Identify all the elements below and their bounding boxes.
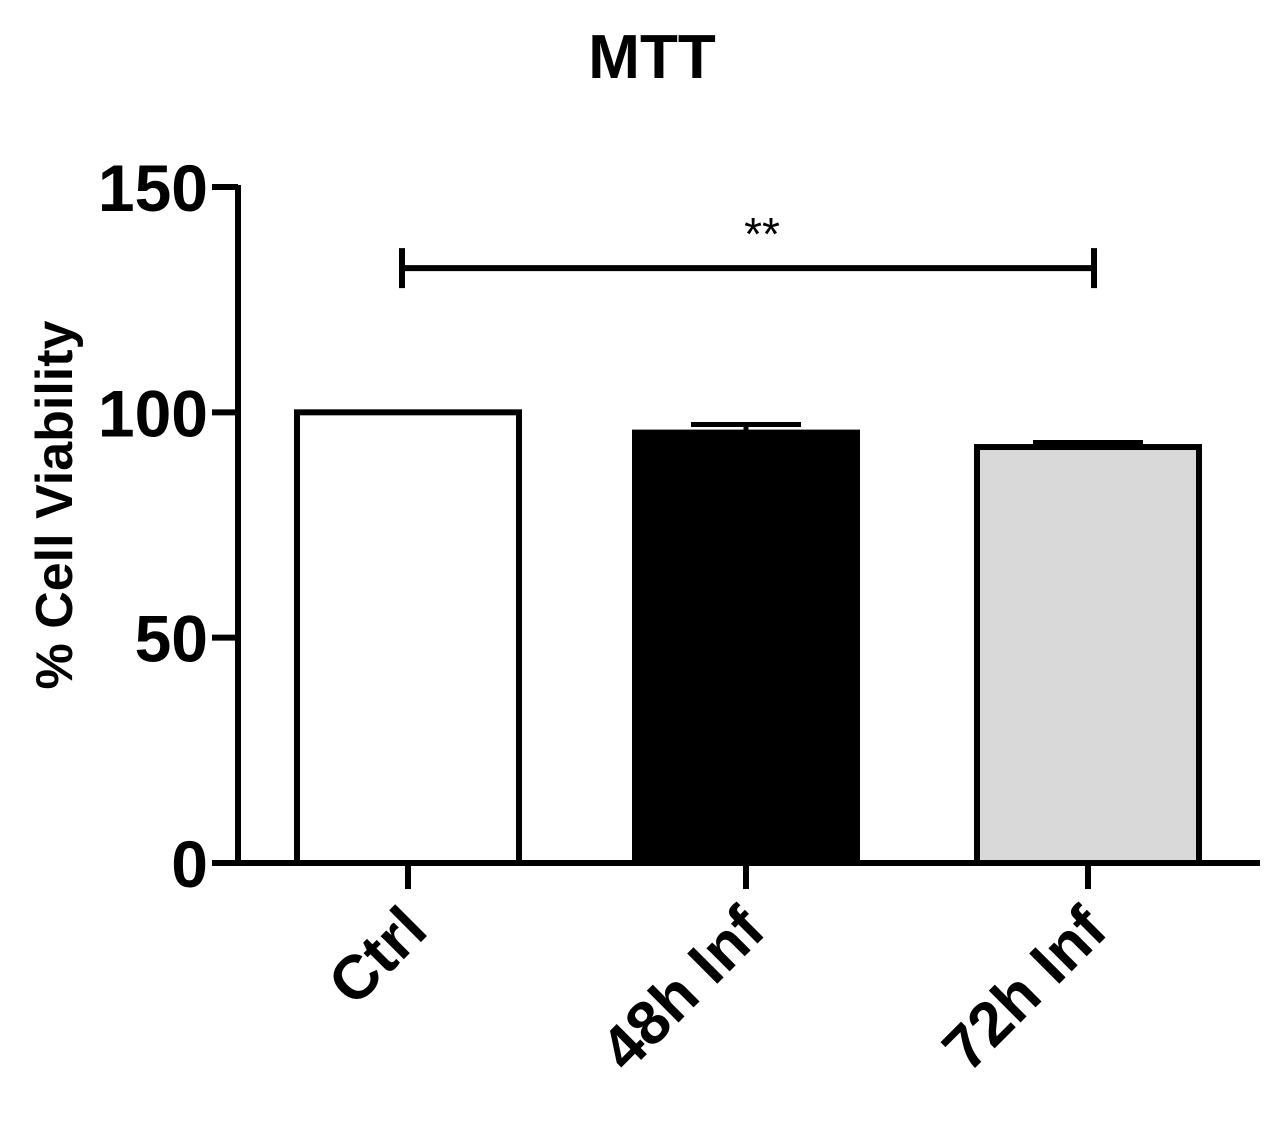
y-tick-label: 50 bbox=[135, 602, 208, 676]
x-tick-label: Ctrl bbox=[316, 894, 440, 1018]
x-tick-label: 72h Inf bbox=[930, 894, 1120, 1084]
y-tick-label: 100 bbox=[98, 376, 208, 450]
significance-annotation: ** bbox=[399, 208, 1097, 289]
bars-group bbox=[294, 409, 1202, 866]
bar-72h-inf bbox=[974, 444, 1202, 866]
y-axis-label: % Cell Viability bbox=[26, 320, 84, 689]
y-axis: 0 50 100 150 bbox=[98, 151, 241, 901]
y-tick-label: 150 bbox=[98, 151, 208, 225]
chart-title: MTT bbox=[588, 23, 716, 92]
significance-label: ** bbox=[744, 208, 780, 260]
bar-ctrl bbox=[294, 409, 522, 866]
bar-48h-inf bbox=[632, 429, 860, 866]
y-tick-label: 0 bbox=[171, 827, 208, 901]
x-axis: Ctrl 48h Inf 72h Inf bbox=[235, 860, 1260, 1084]
x-tick-label: 48h Inf bbox=[588, 894, 778, 1084]
